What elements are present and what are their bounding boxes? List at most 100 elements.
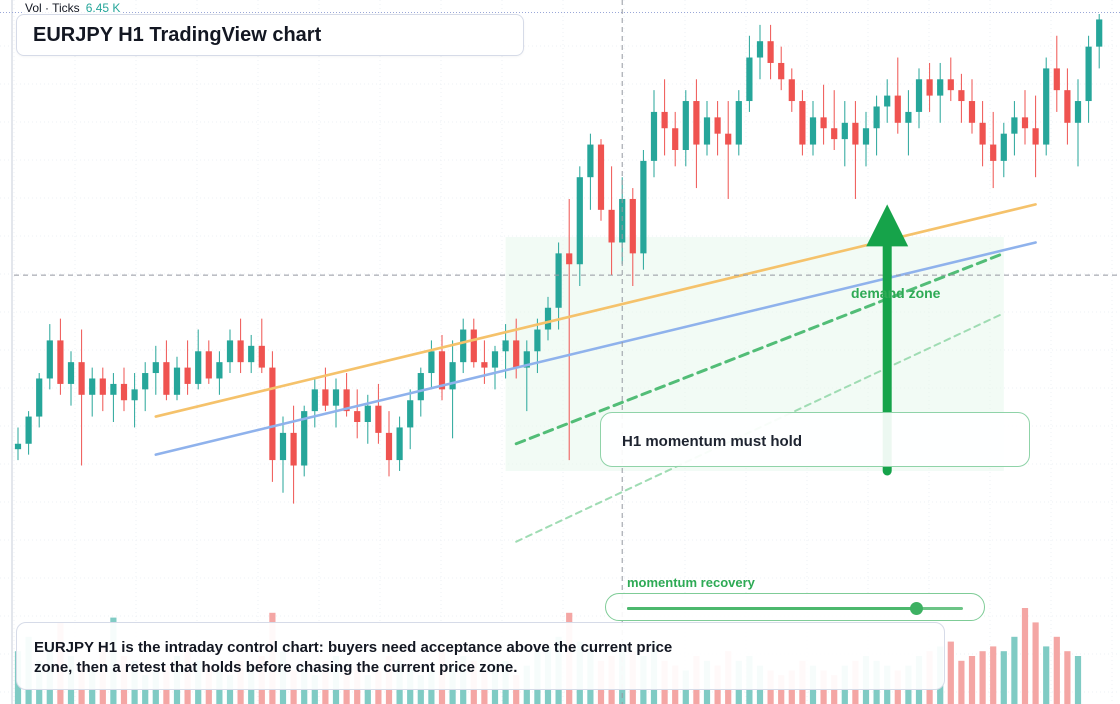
- candle-body: [926, 79, 933, 96]
- candle-body: [131, 389, 138, 401]
- candle: [778, 46, 785, 91]
- volume-legend[interactable]: Vol · Ticks 6.45 K: [23, 1, 123, 15]
- candle: [831, 90, 838, 150]
- crosshair: [14, 0, 1120, 704]
- candle: [629, 188, 636, 286]
- candle-body: [852, 122, 859, 145]
- volume-bar: [968, 656, 976, 704]
- candle-body: [110, 383, 117, 395]
- candle-body: [873, 106, 880, 129]
- candle: [226, 329, 234, 374]
- candle-body: [205, 351, 212, 379]
- candle: [1074, 79, 1082, 167]
- candle-body: [682, 101, 689, 150]
- candle: [163, 340, 170, 401]
- candle-body: [470, 329, 477, 363]
- candle: [67, 351, 75, 406]
- candle: [385, 411, 393, 477]
- candle-body: [979, 122, 986, 145]
- candle-body: [354, 411, 361, 422]
- candle-body: [968, 101, 976, 123]
- candle-body: [428, 351, 435, 374]
- candle-body: [1011, 117, 1018, 134]
- candle: [1096, 14, 1103, 69]
- candle: [735, 90, 742, 156]
- candle-body: [78, 362, 85, 395]
- candle-body: [438, 351, 446, 390]
- trend-line: [514, 251, 1006, 446]
- candle-body: [481, 362, 488, 368]
- candle: [279, 416, 287, 493]
- candle-body: [226, 340, 234, 363]
- candle: [248, 334, 255, 374]
- candle-body: [703, 117, 711, 145]
- candle: [979, 101, 986, 167]
- candle-body: [237, 340, 244, 363]
- candle-body: [523, 351, 530, 368]
- candle-body: [396, 427, 403, 461]
- candle: [947, 57, 954, 102]
- candle: [544, 296, 552, 341]
- volume-legend-value: 6.45 K: [85, 1, 121, 15]
- candle-body: [640, 160, 647, 254]
- candle-body: [544, 307, 552, 330]
- candle-body: [152, 362, 159, 374]
- candle: [799, 90, 806, 156]
- candle: [491, 345, 499, 390]
- candle: [915, 68, 923, 129]
- candle: [78, 329, 85, 466]
- candle: [237, 318, 244, 374]
- candle-body: [608, 209, 615, 243]
- candle-body: [311, 389, 318, 412]
- candle: [746, 35, 753, 112]
- candle: [216, 351, 223, 395]
- candle-body: [576, 177, 583, 265]
- candle: [428, 340, 435, 390]
- candle: [311, 378, 318, 428]
- candle: [195, 329, 202, 390]
- candle-body: [36, 378, 43, 417]
- candle-body: [46, 340, 53, 379]
- candle: [142, 362, 149, 412]
- candle-body: [587, 144, 594, 178]
- candle-body: [142, 373, 149, 390]
- candle-body: [735, 101, 742, 145]
- chart-summary: EURJPY H1 is the intraday control chart:…: [16, 622, 945, 690]
- candle: [438, 334, 446, 401]
- candle-body: [1064, 90, 1071, 123]
- candle: [523, 340, 530, 412]
- candle-body: [809, 117, 817, 145]
- candle: [36, 373, 43, 428]
- candle: [608, 166, 615, 276]
- candle-body: [1043, 68, 1050, 145]
- candle-body: [502, 340, 509, 352]
- volume-bar: [1074, 656, 1082, 704]
- candle: [46, 324, 53, 390]
- candle: [703, 101, 711, 156]
- candle: [205, 340, 212, 384]
- candle-body: [449, 362, 456, 390]
- candle-body: [693, 101, 700, 145]
- candle: [640, 150, 647, 270]
- candle-body: [820, 117, 827, 129]
- candle: [460, 318, 467, 374]
- candle-body: [937, 79, 944, 96]
- candle-body: [672, 128, 679, 150]
- volume-bar: [1043, 646, 1050, 704]
- candle-body: [714, 117, 721, 134]
- candle: [682, 90, 689, 167]
- candle: [852, 101, 859, 199]
- candle: [375, 383, 382, 444]
- candle: [587, 133, 594, 210]
- candle-body: [301, 411, 308, 466]
- candle-body: [534, 329, 541, 352]
- candle: [555, 242, 562, 330]
- candle-body: [322, 389, 329, 406]
- candle-body: [1000, 133, 1007, 161]
- candle: [809, 101, 817, 156]
- candle: [152, 345, 159, 395]
- momentum-knob: [909, 602, 923, 615]
- candle-body: [958, 90, 965, 102]
- candle: [1021, 90, 1029, 145]
- candle-body: [894, 95, 901, 123]
